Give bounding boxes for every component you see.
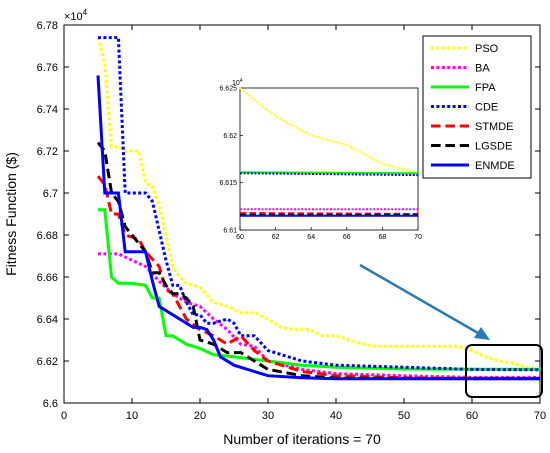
inset-chart: 60 62 64 66 68 70 6.61 6.615 6.62 6.625 104 — [219, 78, 422, 241]
inset-series-line-stmde — [239, 212, 419, 215]
y-tick-label: 6.78 — [37, 20, 58, 32]
y-tick-label: 6.74 — [37, 104, 58, 116]
inset-x-tick-label: 70 — [414, 234, 422, 241]
inset-x-tick-label: 64 — [307, 234, 315, 241]
legend-box — [422, 35, 532, 179]
inset-x-tick-label: 60 — [236, 234, 244, 241]
x-axis-label: Number of iterations = 70 — [223, 431, 381, 447]
legend-label-enmde: ENMDE — [475, 160, 515, 172]
y-tick-label: 6.6 — [43, 398, 58, 410]
inset-series-line-fpa — [239, 171, 419, 175]
y-axis-label: Fitness Function ($) — [3, 152, 19, 276]
x-tick-label: 50 — [398, 410, 410, 422]
y-tick-label: 6.62 — [37, 356, 58, 368]
inset-y-tick-label: 6.61 — [223, 228, 237, 235]
inset-ticks: 60 62 64 66 68 70 6.61 6.615 6.62 6.625 — [219, 86, 422, 242]
inset-y-tick-label: 6.62 — [223, 133, 237, 140]
legend-label-stmde: STMDE — [475, 121, 514, 133]
series-line-lgsde — [96, 141, 540, 381]
inset-x-tick-label: 66 — [343, 234, 351, 241]
x-tick-label: 10 — [126, 410, 138, 422]
y-tick-label: 6.7 — [43, 188, 58, 200]
inset-x-tick-label: 62 — [272, 234, 280, 241]
legend-label-ba: BA — [475, 63, 490, 75]
y-multiplier: ×104 — [64, 8, 88, 23]
inset-x-tick-label: 68 — [379, 234, 387, 241]
x-tick-label: 40 — [330, 410, 342, 422]
legend-label-lgsde: LGSDE — [475, 141, 512, 153]
series-line-ba — [98, 252, 540, 379]
inset-series — [239, 87, 419, 217]
inset-series-line-cde — [239, 172, 419, 177]
y-multiplier-exp: 4 — [83, 8, 88, 17]
x-tick-label: 30 — [262, 410, 274, 422]
y-tick-label: 6.64 — [37, 314, 58, 326]
legend-label-fpa: FPA — [475, 82, 496, 94]
main-series — [96, 36, 541, 381]
series-line-cde — [98, 36, 541, 372]
x-tick-label: 70 — [534, 410, 546, 422]
inset-y-tick-label: 6.625 — [219, 86, 237, 93]
x-tick-label: 60 — [466, 410, 478, 422]
inset-series-line-pso — [239, 87, 419, 175]
zoom-arrowhead — [474, 327, 490, 340]
series-line-fpa — [98, 208, 541, 371]
legend-label-pso: PSO — [475, 43, 499, 55]
inset-y-multiplier: 104 — [232, 78, 243, 87]
legend: PSO BA FPA CDE STMDE LGSDE ENMDE — [422, 35, 532, 179]
series-line-enmde — [96, 75, 540, 381]
y-tick-label: 6.76 — [37, 62, 58, 74]
legend-label-cde: CDE — [475, 102, 498, 114]
inset-y-tick-label: 6.615 — [219, 180, 237, 187]
main-ticks: 0 10 20 30 40 50 60 70 6.6 6.62 6.64 6.66 6.68 6.7 6.7… — [37, 20, 547, 422]
zoom-arrow — [359, 263, 479, 335]
inset-y-multiplier-exp: 4 — [240, 78, 243, 84]
zoom-region-box — [465, 344, 543, 398]
x-tick-label: 20 — [194, 410, 206, 422]
y-tick-label: 6.72 — [37, 146, 58, 158]
y-tick-label: 6.66 — [37, 272, 58, 284]
x-tick-label: 0 — [61, 410, 67, 422]
y-tick-label: 6.68 — [37, 230, 58, 242]
